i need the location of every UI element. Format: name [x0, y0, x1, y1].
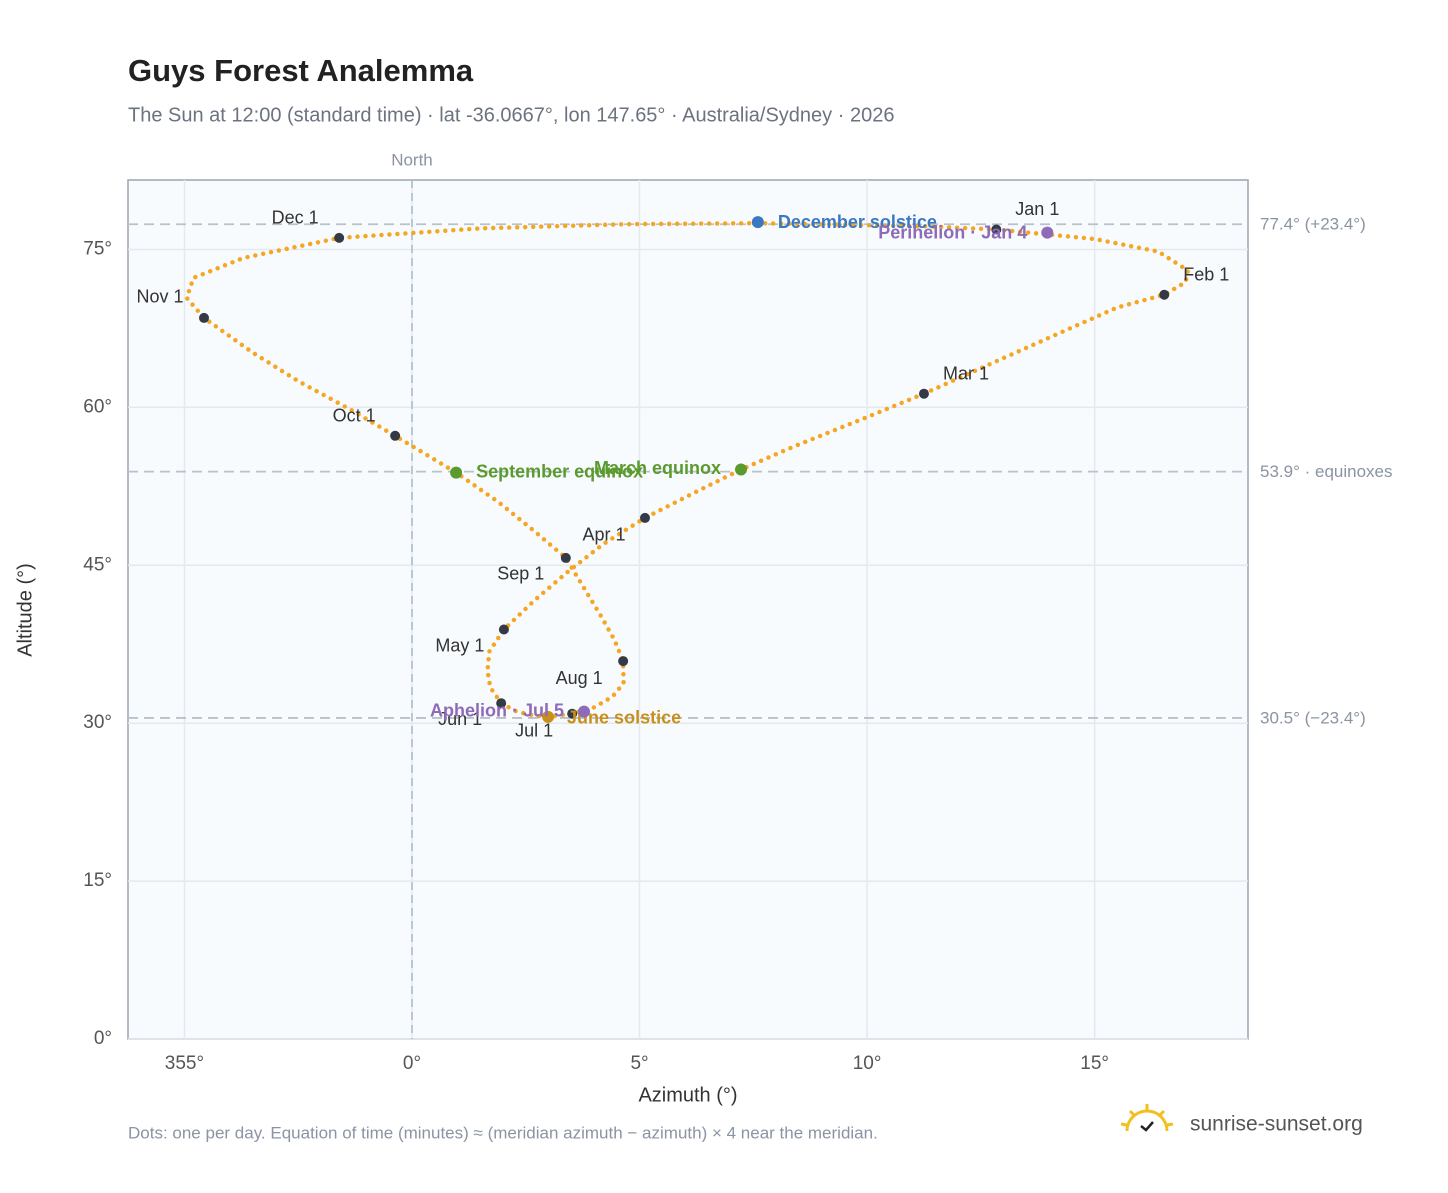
month-marker: [567, 708, 578, 719]
month-label: Apr 1: [582, 525, 625, 545]
plot-area: [127, 179, 1249, 1040]
event-marker: [578, 705, 591, 718]
x-tick-label: 15°: [1080, 1053, 1109, 1074]
footnote: Dots: one per day. Equation of time (min…: [128, 1123, 878, 1142]
y-tick-label: 60°: [83, 396, 112, 417]
month-label: Sep 1: [497, 564, 544, 584]
x-tick-label: 5°: [630, 1053, 648, 1074]
month-marker: [1159, 289, 1170, 300]
reference-label: 30.5° (−23.4°): [1260, 708, 1366, 727]
month-label: Jun 1: [438, 709, 482, 729]
month-marker: [991, 224, 1002, 235]
y-tick-label: 75°: [83, 238, 112, 259]
month-label: Oct 1: [333, 406, 376, 426]
event-marker: [450, 466, 463, 479]
month-label: Jan 1: [1015, 199, 1059, 219]
month-marker: [199, 312, 210, 323]
reference-label: 77.4° (+23.4°): [1260, 215, 1366, 234]
y-tick-label: 0°: [94, 1028, 112, 1049]
y-tick-label: 15°: [83, 870, 112, 891]
month-marker: [618, 656, 629, 667]
x-tick-label: 355°: [165, 1053, 204, 1074]
x-axis-label: Azimuth (°): [638, 1084, 737, 1106]
chart-title: Guys Forest Analemma: [128, 53, 474, 88]
month-label: May 1: [435, 635, 484, 655]
month-label: Jul 1: [515, 720, 553, 740]
month-marker: [639, 512, 650, 523]
brand-logo: [1120, 1104, 1174, 1132]
month-marker: [918, 388, 929, 399]
event-label: Aphelion · Jul 5: [430, 700, 564, 720]
month-label: Feb 1: [1183, 264, 1229, 284]
month-label: Mar 1: [943, 363, 989, 383]
y-axis-label: Altitude (°): [14, 563, 36, 657]
event-marker: [751, 216, 764, 229]
x-tick-label: 0°: [403, 1053, 421, 1074]
month-label: Aug 1: [556, 668, 603, 688]
x-tick-label: 10°: [853, 1053, 882, 1074]
month-marker: [334, 232, 345, 243]
month-marker: [560, 552, 571, 563]
event-label: September equinox: [476, 461, 643, 481]
month-marker: [498, 624, 509, 635]
event-label: Perihelion · Jan 4: [878, 222, 1027, 242]
event-label: June solstice: [567, 708, 681, 728]
event-marker: [1041, 226, 1054, 239]
y-tick-label: 30°: [83, 712, 112, 733]
event-marker: [735, 463, 748, 476]
daily-sun-path: [184, 220, 1191, 720]
y-tick-label: 45°: [83, 554, 112, 575]
month-marker: [496, 698, 507, 709]
chart-subtitle: The Sun at 12:00 (standard time) · lat -…: [128, 104, 894, 126]
event-marker: [542, 710, 555, 723]
month-marker: [390, 430, 401, 441]
event-label: March equinox: [594, 458, 721, 478]
month-label: Dec 1: [272, 208, 319, 228]
brand-name: sunrise-sunset.org: [1190, 1113, 1363, 1136]
event-label: December solstice: [778, 212, 937, 232]
meridian-label: North: [391, 150, 433, 169]
reference-label: 53.9° · equinoxes: [1260, 462, 1393, 481]
month-label: Nov 1: [136, 287, 183, 307]
